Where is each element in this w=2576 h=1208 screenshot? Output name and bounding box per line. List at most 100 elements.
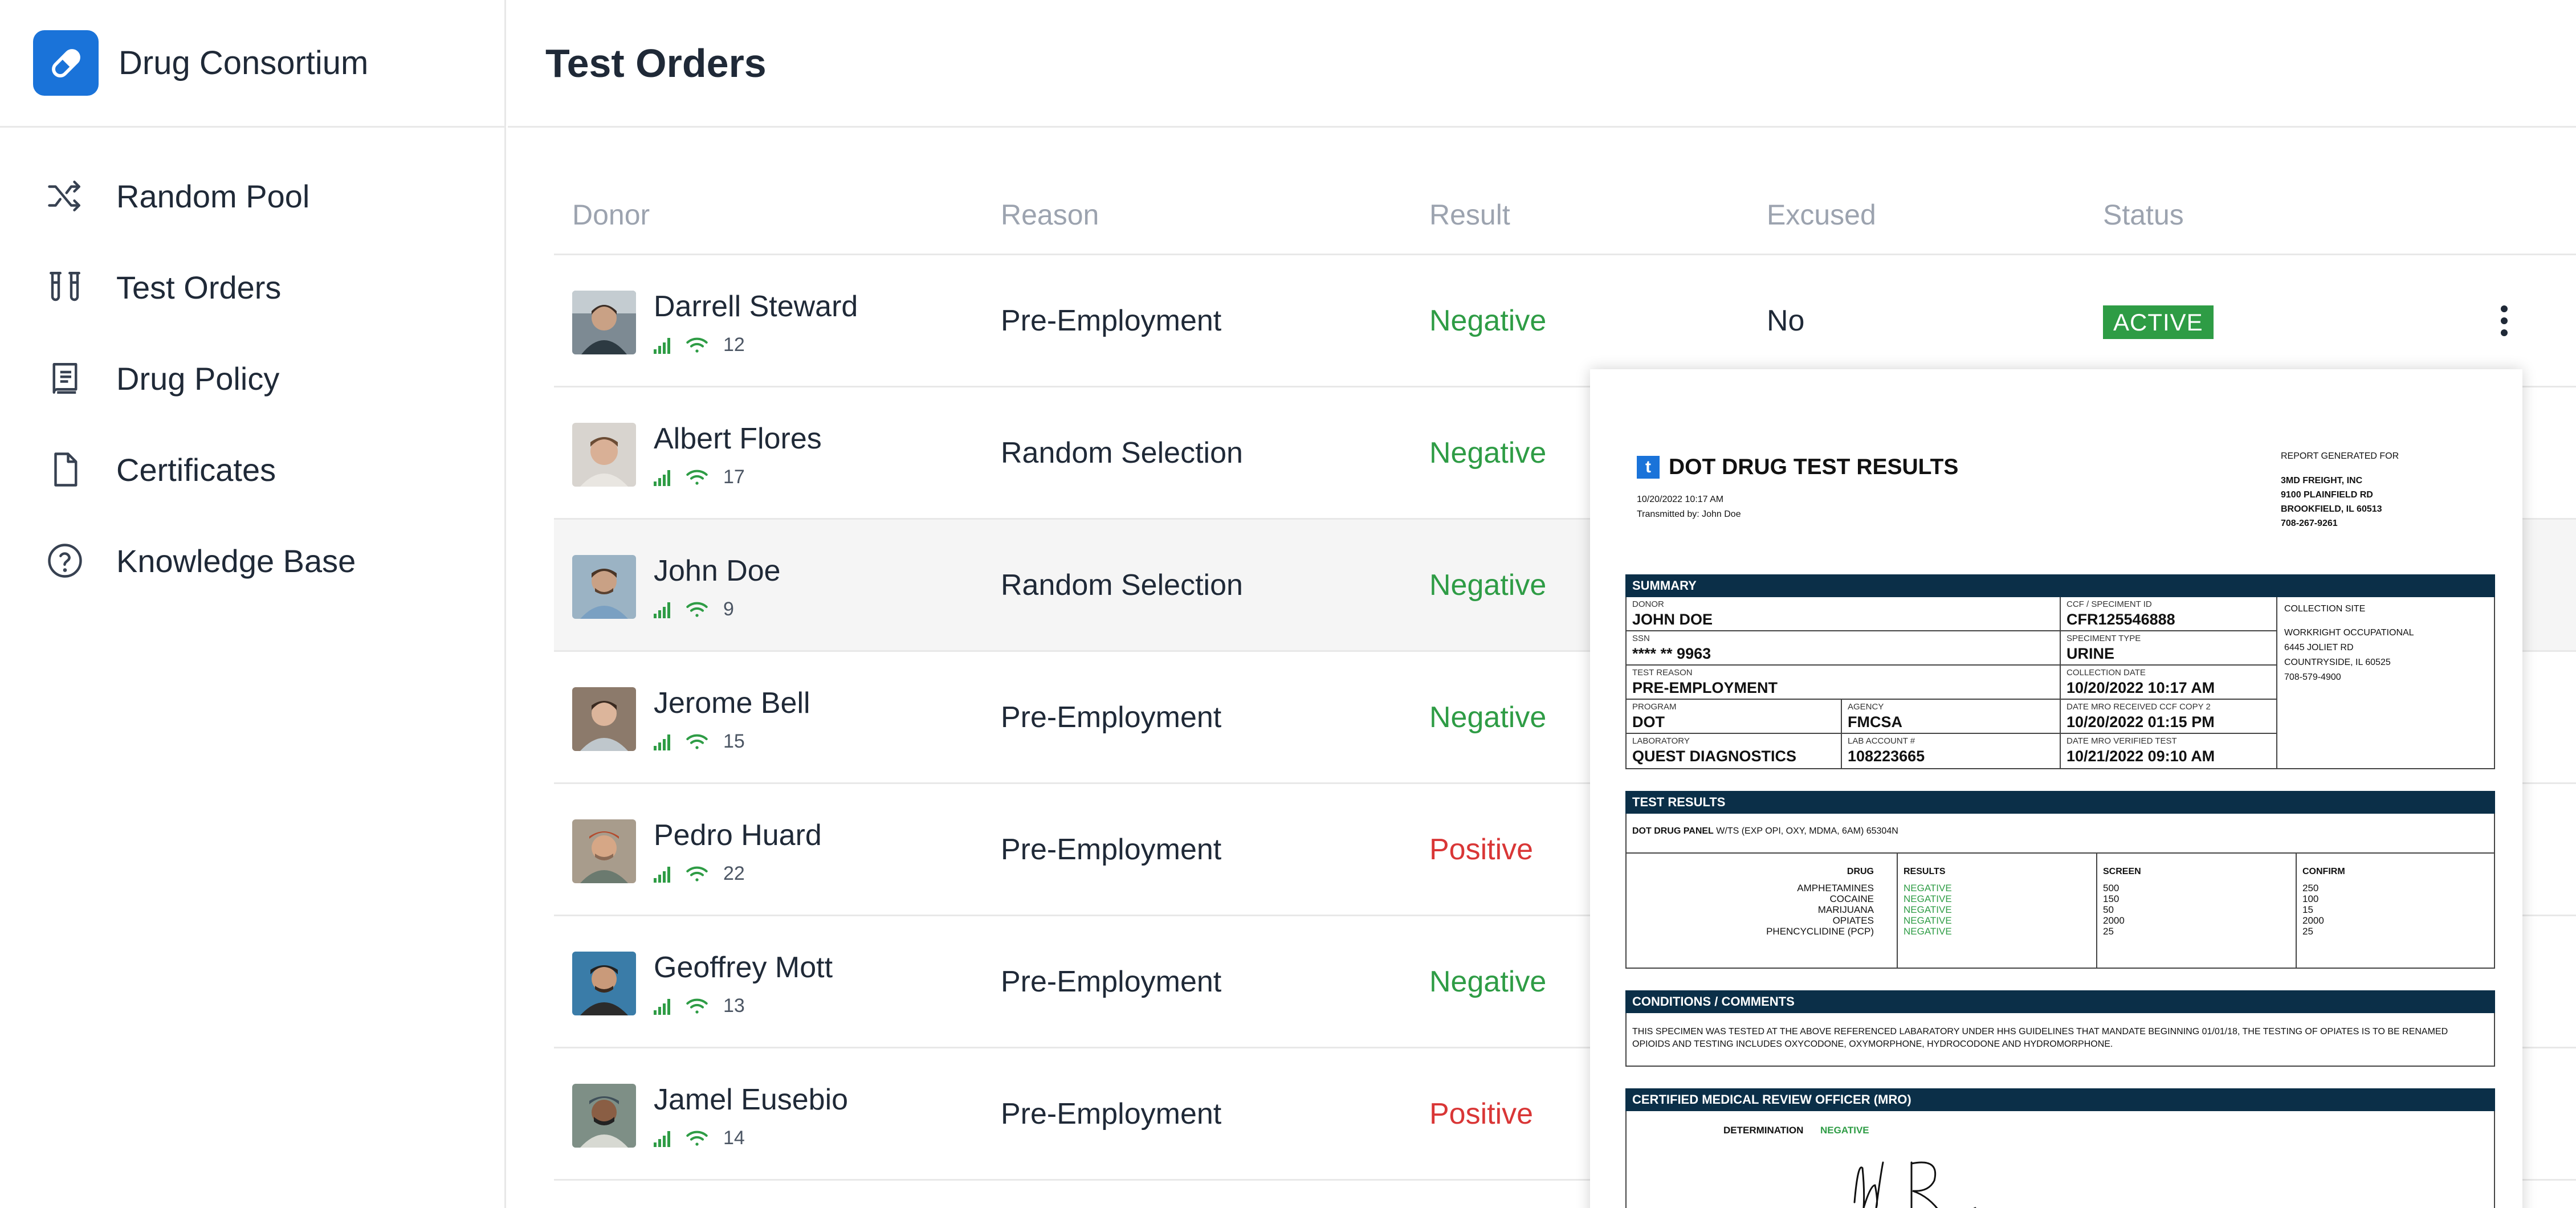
- label: LABORATORY: [1632, 736, 1690, 746]
- donor-name[interactable]: Darrell Steward: [654, 290, 858, 323]
- generated-for-label: REPORT GENERATED FOR: [2281, 451, 2399, 461]
- ssn-value: **** ** 9963: [1632, 645, 1711, 662]
- signal-bars-icon: [654, 602, 670, 618]
- donor-name[interactable]: Jerome Bell: [654, 687, 810, 720]
- wifi-icon: [686, 337, 708, 353]
- table-row[interactable]: Darrell Steward 12 Pre-Employment Negati…: [554, 255, 2576, 387]
- excused-cell: No: [1767, 304, 1805, 337]
- label: SSN: [1632, 634, 1650, 643]
- conditions-text: THIS SPECIMEN WAS TESTED AT THE ABOVE RE…: [1632, 1027, 2448, 1049]
- avatar: [572, 687, 636, 751]
- donor-name[interactable]: Albert Flores: [654, 422, 822, 455]
- report-logo-icon: t: [1637, 456, 1660, 479]
- drug-result: NEGATIVE: [1904, 926, 1952, 937]
- donor-meta: 9: [654, 598, 734, 621]
- test-count: 15: [723, 730, 745, 752]
- reason-cell: Pre-Employment: [1001, 1097, 1222, 1131]
- table-header: Donor Reason Result Excused Status: [554, 169, 2576, 255]
- drug-name: COCAINE: [1829, 893, 1874, 904]
- table-row[interactable]: Geoffrey Mott 13 Pre-Employment Negative: [554, 916, 2576, 1048]
- row-actions-menu-icon[interactable]: [2501, 305, 2508, 336]
- table-row[interactable]: Pedro Huard 22 Pre-Employment Positive: [554, 784, 2576, 916]
- avatar: [572, 952, 636, 1015]
- screen-value: 2000: [2103, 915, 2125, 926]
- donor-name[interactable]: Pedro Huard: [654, 819, 822, 852]
- book-icon: [44, 358, 85, 399]
- screen-value: 50: [2103, 904, 2114, 915]
- result-cell: Negative: [1429, 568, 1547, 602]
- wifi-icon: [686, 866, 708, 881]
- label: PROGRAM: [1632, 702, 1677, 712]
- drug-name: AMPHETAMINES: [1797, 883, 1874, 893]
- report-document: t DOT DRUG TEST RESULTS 10/20/2022 10:17…: [1625, 426, 2495, 1208]
- donor-name[interactable]: Jamel Eusebio: [654, 1083, 849, 1116]
- pill-logo-icon: [33, 30, 99, 96]
- company-phone: 708-267-9261: [2281, 519, 2338, 528]
- page-title: Test Orders: [545, 40, 767, 85]
- company-address: 9100 PLAINFIELD RD: [2281, 490, 2373, 500]
- column-header-status[interactable]: Status: [2103, 199, 2184, 231]
- drug-test-report-popover[interactable]: t DOT DRUG TEST RESULTS 10/20/2022 10:17…: [1590, 369, 2522, 1208]
- drug-column: DRUG AMPHETAMINES COCAINE MARIJUANA OPIA…: [1627, 854, 1898, 968]
- mro-signature: [1853, 1161, 1976, 1208]
- panel-label: DOT DRUG PANEL: [1632, 826, 1714, 836]
- result-cell: Negative: [1429, 304, 1547, 337]
- donor-name[interactable]: John Doe: [654, 554, 781, 587]
- avatar: [572, 819, 636, 883]
- drug-name: PHENCYCLIDINE (PCP): [1766, 926, 1874, 937]
- sidebar-item-drug-policy[interactable]: Drug Policy: [0, 333, 506, 424]
- program-value: DOT: [1632, 713, 1665, 730]
- sidebar-item-label: Test Orders: [116, 269, 282, 305]
- company-name: 3MD FREIGHT, INC: [2281, 476, 2363, 485]
- screen-value: 500: [2103, 883, 2120, 893]
- brand[interactable]: Drug Consortium: [0, 0, 506, 128]
- column-header: DRUG: [1847, 867, 1874, 876]
- signal-bars-icon: [654, 337, 670, 354]
- reason-cell: Pre-Employment: [1001, 700, 1222, 734]
- shuffle-icon: [44, 176, 85, 217]
- table-row[interactable]: Albert Flores 17 Random Selection Negati…: [554, 387, 2576, 520]
- collection-value: 10/20/2022 10:17 AM: [2066, 679, 2215, 696]
- wifi-icon: [686, 998, 708, 1014]
- wifi-icon: [686, 470, 708, 485]
- sidebar-item-test-orders[interactable]: Test Orders: [0, 242, 506, 333]
- confirm-value: 2000: [2302, 915, 2324, 926]
- confirm-value: 15: [2302, 904, 2313, 915]
- donor-name[interactable]: Geoffrey Mott: [654, 951, 833, 984]
- column-header-result[interactable]: Result: [1429, 199, 1510, 231]
- drug-name: MARIJUANA: [1817, 904, 1874, 915]
- brand-name: Drug Consortium: [119, 44, 369, 81]
- report-datetime: 10/20/2022 10:17 AM: [1637, 495, 1724, 504]
- collection-site: COLLECTION SITE WORKRIGHT OCCUPATIONAL 6…: [2277, 597, 2494, 768]
- page-header: Test Orders: [508, 0, 2576, 128]
- signal-bars-icon: [654, 866, 670, 883]
- result-cell: Negative: [1429, 965, 1547, 998]
- donor-meta: 14: [654, 1127, 745, 1149]
- sidebar-item-certificates[interactable]: Certificates: [0, 424, 506, 515]
- test-count: 22: [723, 863, 745, 884]
- results-column: RESULTS NEGATIVE NEGATIVE NEGATIVE NEGAT…: [1898, 854, 2097, 968]
- test-count: 14: [723, 1127, 745, 1149]
- test-tubes-icon: [44, 267, 85, 308]
- wifi-icon: [686, 602, 708, 617]
- report-transmitted: Transmitted by: John Doe: [1637, 509, 1741, 519]
- sidebar-item-knowledge-base[interactable]: Knowledge Base: [0, 515, 506, 606]
- column-header-excused[interactable]: Excused: [1767, 199, 1876, 231]
- status-badge: ACTIVE: [2103, 305, 2214, 339]
- result-cell: Positive: [1429, 832, 1534, 866]
- mro-heading: CERTIFIED MEDICAL REVIEW OFFICER (MRO): [1625, 1088, 2495, 1111]
- sidebar-item-random-pool[interactable]: Random Pool: [0, 150, 506, 242]
- lab-value: QUEST DIAGNOSTICS: [1632, 748, 1797, 765]
- confirm-value: 100: [2302, 893, 2319, 904]
- avatar: [572, 423, 636, 487]
- column-header-donor[interactable]: Donor: [572, 199, 650, 231]
- panel-value: W/TS (EXP OPI, OXY, MDMA, 6AM) 65304N: [1716, 826, 1898, 836]
- mro-received-value: 10/20/2022 01:15 PM: [2066, 713, 2215, 730]
- avatar: [572, 1084, 636, 1148]
- table-row[interactable]: Jamel Eusebio 14 Pre-Employment Positive: [554, 1048, 2576, 1181]
- table-row[interactable]: Jerome Bell 15 Pre-Employment Negative: [554, 652, 2576, 784]
- site-line: 708-579-4900: [2284, 672, 2341, 682]
- column-header-reason[interactable]: Reason: [1001, 199, 1099, 231]
- site-line: WORKRIGHT OCCUPATIONAL: [2284, 628, 2414, 638]
- reason-cell: Pre-Employment: [1001, 304, 1222, 337]
